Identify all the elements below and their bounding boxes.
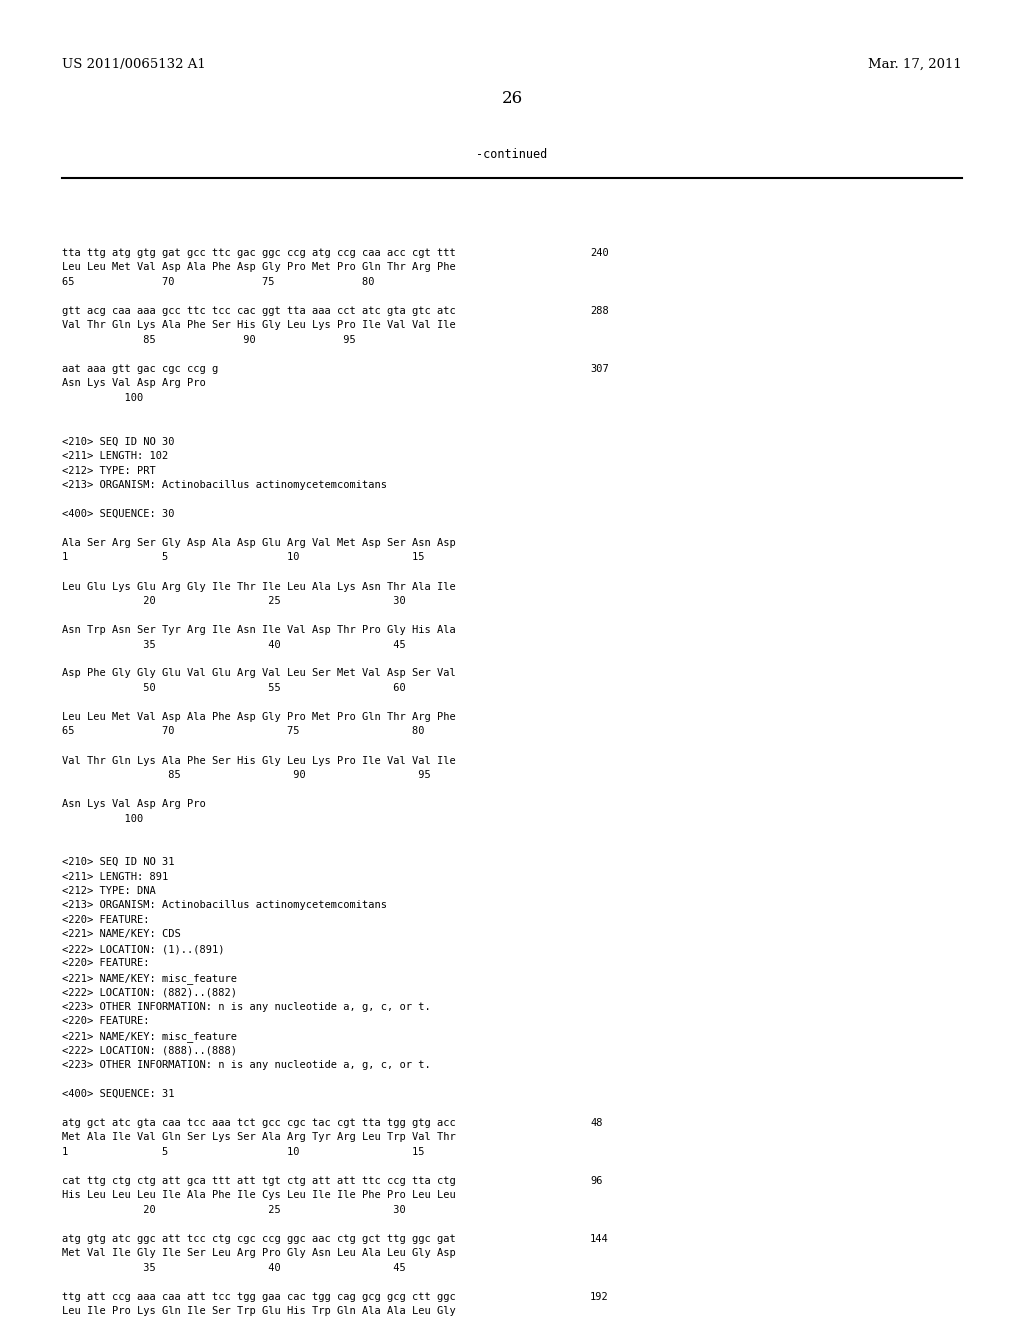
Text: <223> OTHER INFORMATION: n is any nucleotide a, g, c, or t.: <223> OTHER INFORMATION: n is any nucleo…	[62, 1002, 431, 1012]
Text: 1               5                   10                  15: 1 5 10 15	[62, 1147, 425, 1158]
Text: cat ttg ctg ctg att gca ttt att tgt ctg att att ttc ccg tta ctg: cat ttg ctg ctg att gca ttt att tgt ctg …	[62, 1176, 456, 1185]
Text: <220> FEATURE:: <220> FEATURE:	[62, 958, 150, 969]
Text: <213> ORGANISM: Actinobacillus actinomycetemcomitans: <213> ORGANISM: Actinobacillus actinomyc…	[62, 480, 387, 490]
Text: 85                  90                  95: 85 90 95	[62, 770, 431, 780]
Text: Val Thr Gln Lys Ala Phe Ser His Gly Leu Lys Pro Ile Val Val Ile: Val Thr Gln Lys Ala Phe Ser His Gly Leu …	[62, 755, 456, 766]
Text: Asn Trp Asn Ser Tyr Arg Ile Asn Ile Val Asp Thr Pro Gly His Ala: Asn Trp Asn Ser Tyr Arg Ile Asn Ile Val …	[62, 624, 456, 635]
Text: Mar. 17, 2011: Mar. 17, 2011	[868, 58, 962, 71]
Text: 192: 192	[590, 1292, 608, 1302]
Text: His Leu Leu Leu Ile Ala Phe Ile Cys Leu Ile Ile Phe Pro Leu Leu: His Leu Leu Leu Ile Ala Phe Ile Cys Leu …	[62, 1191, 456, 1200]
Text: <400> SEQUENCE: 31: <400> SEQUENCE: 31	[62, 1089, 174, 1100]
Text: Leu Leu Met Val Asp Ala Phe Asp Gly Pro Met Pro Gln Thr Arg Phe: Leu Leu Met Val Asp Ala Phe Asp Gly Pro …	[62, 711, 456, 722]
Text: <212> TYPE: PRT: <212> TYPE: PRT	[62, 466, 156, 475]
Text: 240: 240	[590, 248, 608, 257]
Text: Leu Leu Met Val Asp Ala Phe Asp Gly Pro Met Pro Gln Thr Arg Phe: Leu Leu Met Val Asp Ala Phe Asp Gly Pro …	[62, 263, 456, 272]
Text: 307: 307	[590, 364, 608, 374]
Text: <400> SEQUENCE: 30: <400> SEQUENCE: 30	[62, 510, 174, 519]
Text: 50                  55                  60: 50 55 60	[62, 682, 406, 693]
Text: aat aaa gtt gac cgc ccg g: aat aaa gtt gac cgc ccg g	[62, 364, 218, 374]
Text: 35                  40                  45: 35 40 45	[62, 1263, 406, 1272]
Text: 288: 288	[590, 306, 608, 315]
Text: 144: 144	[590, 1234, 608, 1243]
Text: <220> FEATURE:: <220> FEATURE:	[62, 915, 150, 925]
Text: 1               5                   10                  15: 1 5 10 15	[62, 553, 425, 562]
Text: Met Val Ile Gly Ile Ser Leu Arg Pro Gly Asn Leu Ala Leu Gly Asp: Met Val Ile Gly Ile Ser Leu Arg Pro Gly …	[62, 1249, 456, 1258]
Text: Asp Phe Gly Gly Glu Val Glu Arg Val Leu Ser Met Val Asp Ser Val: Asp Phe Gly Gly Glu Val Glu Arg Val Leu …	[62, 668, 456, 678]
Text: 65              70                  75                  80: 65 70 75 80	[62, 726, 425, 737]
Text: Val Thr Gln Lys Ala Phe Ser His Gly Leu Lys Pro Ile Val Val Ile: Val Thr Gln Lys Ala Phe Ser His Gly Leu …	[62, 321, 456, 330]
Text: 65              70              75              80: 65 70 75 80	[62, 277, 375, 286]
Text: Asn Lys Val Asp Arg Pro: Asn Lys Val Asp Arg Pro	[62, 799, 206, 809]
Text: 35                  40                  45: 35 40 45	[62, 639, 406, 649]
Text: <222> LOCATION: (1)..(891): <222> LOCATION: (1)..(891)	[62, 944, 224, 954]
Text: <213> ORGANISM: Actinobacillus actinomycetemcomitans: <213> ORGANISM: Actinobacillus actinomyc…	[62, 900, 387, 911]
Text: 26: 26	[502, 90, 522, 107]
Text: 96: 96	[590, 1176, 602, 1185]
Text: Leu Ile Pro Lys Gln Ile Ser Trp Glu His Trp Gln Ala Ala Leu Gly: Leu Ile Pro Lys Gln Ile Ser Trp Glu His …	[62, 1307, 456, 1316]
Text: 100: 100	[62, 393, 143, 403]
Text: atg gct atc gta caa tcc aaa tct gcc cgc tac cgt tta tgg gtg acc: atg gct atc gta caa tcc aaa tct gcc cgc …	[62, 1118, 456, 1129]
Text: Leu Glu Lys Glu Arg Gly Ile Thr Ile Leu Ala Lys Asn Thr Ala Ile: Leu Glu Lys Glu Arg Gly Ile Thr Ile Leu …	[62, 582, 456, 591]
Text: 100: 100	[62, 813, 143, 824]
Text: 20                  25                  30: 20 25 30	[62, 597, 406, 606]
Text: <210> SEQ ID NO 31: <210> SEQ ID NO 31	[62, 857, 174, 867]
Text: <221> NAME/KEY: misc_feature: <221> NAME/KEY: misc_feature	[62, 1031, 237, 1041]
Text: 20                  25                  30: 20 25 30	[62, 1205, 406, 1214]
Text: <210> SEQ ID NO 30: <210> SEQ ID NO 30	[62, 437, 174, 446]
Text: <222> LOCATION: (888)..(888): <222> LOCATION: (888)..(888)	[62, 1045, 237, 1056]
Text: tta ttg atg gtg gat gcc ttc gac ggc ccg atg ccg caa acc cgt ttt: tta ttg atg gtg gat gcc ttc gac ggc ccg …	[62, 248, 456, 257]
Text: -continued: -continued	[476, 148, 548, 161]
Text: atg gtg atc ggc att tcc ctg cgc ccg ggc aac ctg gct ttg ggc gat: atg gtg atc ggc att tcc ctg cgc ccg ggc …	[62, 1234, 456, 1243]
Text: US 2011/0065132 A1: US 2011/0065132 A1	[62, 58, 206, 71]
Text: Asn Lys Val Asp Arg Pro: Asn Lys Val Asp Arg Pro	[62, 379, 206, 388]
Text: 48: 48	[590, 1118, 602, 1129]
Text: <211> LENGTH: 102: <211> LENGTH: 102	[62, 451, 168, 461]
Text: <212> TYPE: DNA: <212> TYPE: DNA	[62, 886, 156, 896]
Text: Ala Ser Arg Ser Gly Asp Ala Asp Glu Arg Val Met Asp Ser Asn Asp: Ala Ser Arg Ser Gly Asp Ala Asp Glu Arg …	[62, 539, 456, 548]
Text: <221> NAME/KEY: misc_feature: <221> NAME/KEY: misc_feature	[62, 973, 237, 983]
Text: <211> LENGTH: 891: <211> LENGTH: 891	[62, 871, 168, 882]
Text: <222> LOCATION: (882)..(882): <222> LOCATION: (882)..(882)	[62, 987, 237, 998]
Text: <223> OTHER INFORMATION: n is any nucleotide a, g, c, or t.: <223> OTHER INFORMATION: n is any nucleo…	[62, 1060, 431, 1071]
Text: Met Ala Ile Val Gln Ser Lys Ser Ala Arg Tyr Arg Leu Trp Val Thr: Met Ala Ile Val Gln Ser Lys Ser Ala Arg …	[62, 1133, 456, 1143]
Text: <220> FEATURE:: <220> FEATURE:	[62, 1016, 150, 1027]
Text: 85              90              95: 85 90 95	[62, 335, 355, 345]
Text: <221> NAME/KEY: CDS: <221> NAME/KEY: CDS	[62, 929, 181, 940]
Text: ttg att ccg aaa caa att tcc tgg gaa cac tgg cag gcg gcg ctt ggc: ttg att ccg aaa caa att tcc tgg gaa cac …	[62, 1292, 456, 1302]
Text: gtt acg caa aaa gcc ttc tcc cac ggt tta aaa cct atc gta gtc atc: gtt acg caa aaa gcc ttc tcc cac ggt tta …	[62, 306, 456, 315]
